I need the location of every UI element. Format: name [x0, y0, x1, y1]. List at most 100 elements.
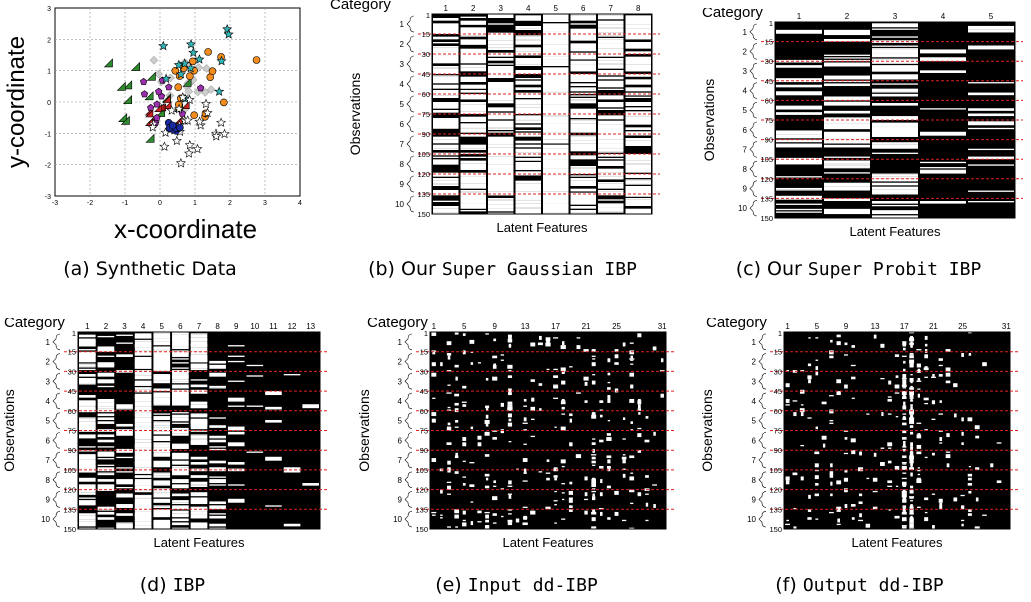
heatmap-cell	[625, 212, 651, 214]
heatmap-cell	[607, 372, 611, 376]
heatmap-cell	[507, 509, 513, 511]
heatmap-cell	[507, 485, 513, 487]
heatmap-cell	[598, 139, 624, 144]
heatmap-cell	[460, 67, 486, 72]
heatmap-cell	[945, 451, 951, 453]
heatmap-cell	[209, 484, 226, 486]
heatmap-cell	[615, 513, 619, 515]
heatmap-cell	[625, 70, 651, 72]
heatmap-cell	[79, 334, 96, 338]
heatmap-cell	[460, 190, 486, 192]
category-tick-label: 9	[46, 495, 51, 504]
y-axis-label: y-coordinate	[3, 36, 30, 168]
star-point	[175, 68, 186, 79]
y-tick-label: -3	[45, 194, 51, 201]
column-label: 3	[893, 12, 898, 21]
heatmap-cell	[227, 380, 245, 382]
heatmap-cell	[433, 67, 459, 69]
heatmap-cell	[433, 46, 459, 48]
heatmap-cell	[561, 518, 566, 520]
heatmap-cell	[872, 91, 918, 93]
heatmap-cell	[507, 406, 513, 410]
heatmap-cell	[824, 80, 870, 83]
heatmap-cell	[584, 492, 588, 497]
scatter-points	[103, 24, 261, 168]
heatmap-cell	[786, 519, 789, 522]
heatmap-cell	[172, 471, 189, 476]
heatmap-cell	[522, 480, 528, 482]
heatmap-cell	[872, 93, 918, 97]
heatmap-cell	[433, 127, 459, 129]
heatmap-cell	[902, 483, 907, 486]
heatmap-cell	[530, 435, 535, 438]
heatmap-cell	[462, 333, 466, 336]
heatmap-cell	[598, 115, 624, 120]
heatmap-cell	[116, 342, 133, 344]
heatmap-cell	[598, 86, 624, 88]
heatmap-cell	[902, 347, 906, 351]
heatmap-cell	[570, 130, 596, 132]
heatmap-cell	[543, 55, 569, 57]
heatmap-cell	[79, 406, 96, 410]
heatmap-cell	[887, 485, 893, 487]
heatmap-cell	[488, 179, 514, 184]
heatmap-cell	[488, 150, 514, 154]
heatmap-cell	[79, 408, 96, 413]
heatmap-cell	[598, 191, 624, 196]
heatmap-cell	[79, 427, 96, 432]
heatmap-cell	[431, 332, 437, 336]
heatmap-cell	[79, 502, 96, 506]
heatmap-cell	[153, 431, 171, 435]
heatmap-cell	[227, 405, 245, 407]
heatmap-cell	[561, 380, 566, 385]
heatmap-cell	[116, 448, 133, 453]
heatmap-cell	[79, 401, 96, 403]
heatmap-cell	[523, 417, 527, 422]
heatmap-cell	[431, 412, 437, 417]
x-axis-label: Latent Features	[851, 535, 943, 550]
heatmap-cell	[946, 463, 950, 468]
heatmap-cell	[776, 211, 822, 213]
heatmap-cell	[153, 335, 171, 339]
heatmap-cell	[507, 404, 513, 407]
heatmap-cell	[500, 402, 504, 407]
heatmap-cell	[433, 162, 459, 165]
heatmap-cell	[844, 504, 848, 508]
heatmap-cell	[153, 397, 171, 402]
heatmap-cell	[625, 28, 651, 30]
heatmap-cell	[653, 431, 656, 436]
heatmap-cell	[625, 182, 651, 184]
heatmap-cell	[872, 76, 918, 80]
heatmap-cell	[515, 118, 541, 120]
heatmap-cell	[447, 356, 451, 360]
heatmap-cell	[932, 374, 935, 377]
heatmap-cell	[630, 421, 633, 424]
category-brace	[749, 121, 758, 138]
heatmap-cell	[824, 163, 870, 165]
observation-tick-label: 30	[774, 367, 782, 376]
heatmap-cell	[598, 148, 624, 152]
heatmap-cell	[190, 363, 208, 368]
heatmap-cell	[909, 451, 914, 456]
heatmap-cell	[153, 347, 171, 350]
heatmap-cell	[508, 393, 512, 396]
heatmap-cell	[515, 40, 541, 45]
heatmap-cell	[484, 485, 490, 489]
heatmap-cell	[625, 114, 651, 116]
column-label: 25	[612, 322, 621, 331]
category-tick-label: 5	[46, 417, 51, 426]
heatmap-cell	[561, 492, 565, 494]
heatmap-cell	[209, 479, 226, 484]
heatmap-cell	[508, 418, 512, 422]
category-brace	[404, 392, 413, 410]
heatmap-cell	[961, 523, 964, 527]
heatmap-cell	[776, 78, 822, 83]
heatmap-cell	[172, 346, 189, 350]
triangle-point	[154, 103, 163, 112]
heatmap-cell	[598, 23, 624, 25]
heatmap-cell	[134, 484, 152, 486]
heatmap-cell	[79, 489, 96, 491]
heatmap-cell	[134, 504, 152, 507]
heatmap-cell	[606, 465, 611, 469]
heatmap-cell	[134, 489, 152, 491]
